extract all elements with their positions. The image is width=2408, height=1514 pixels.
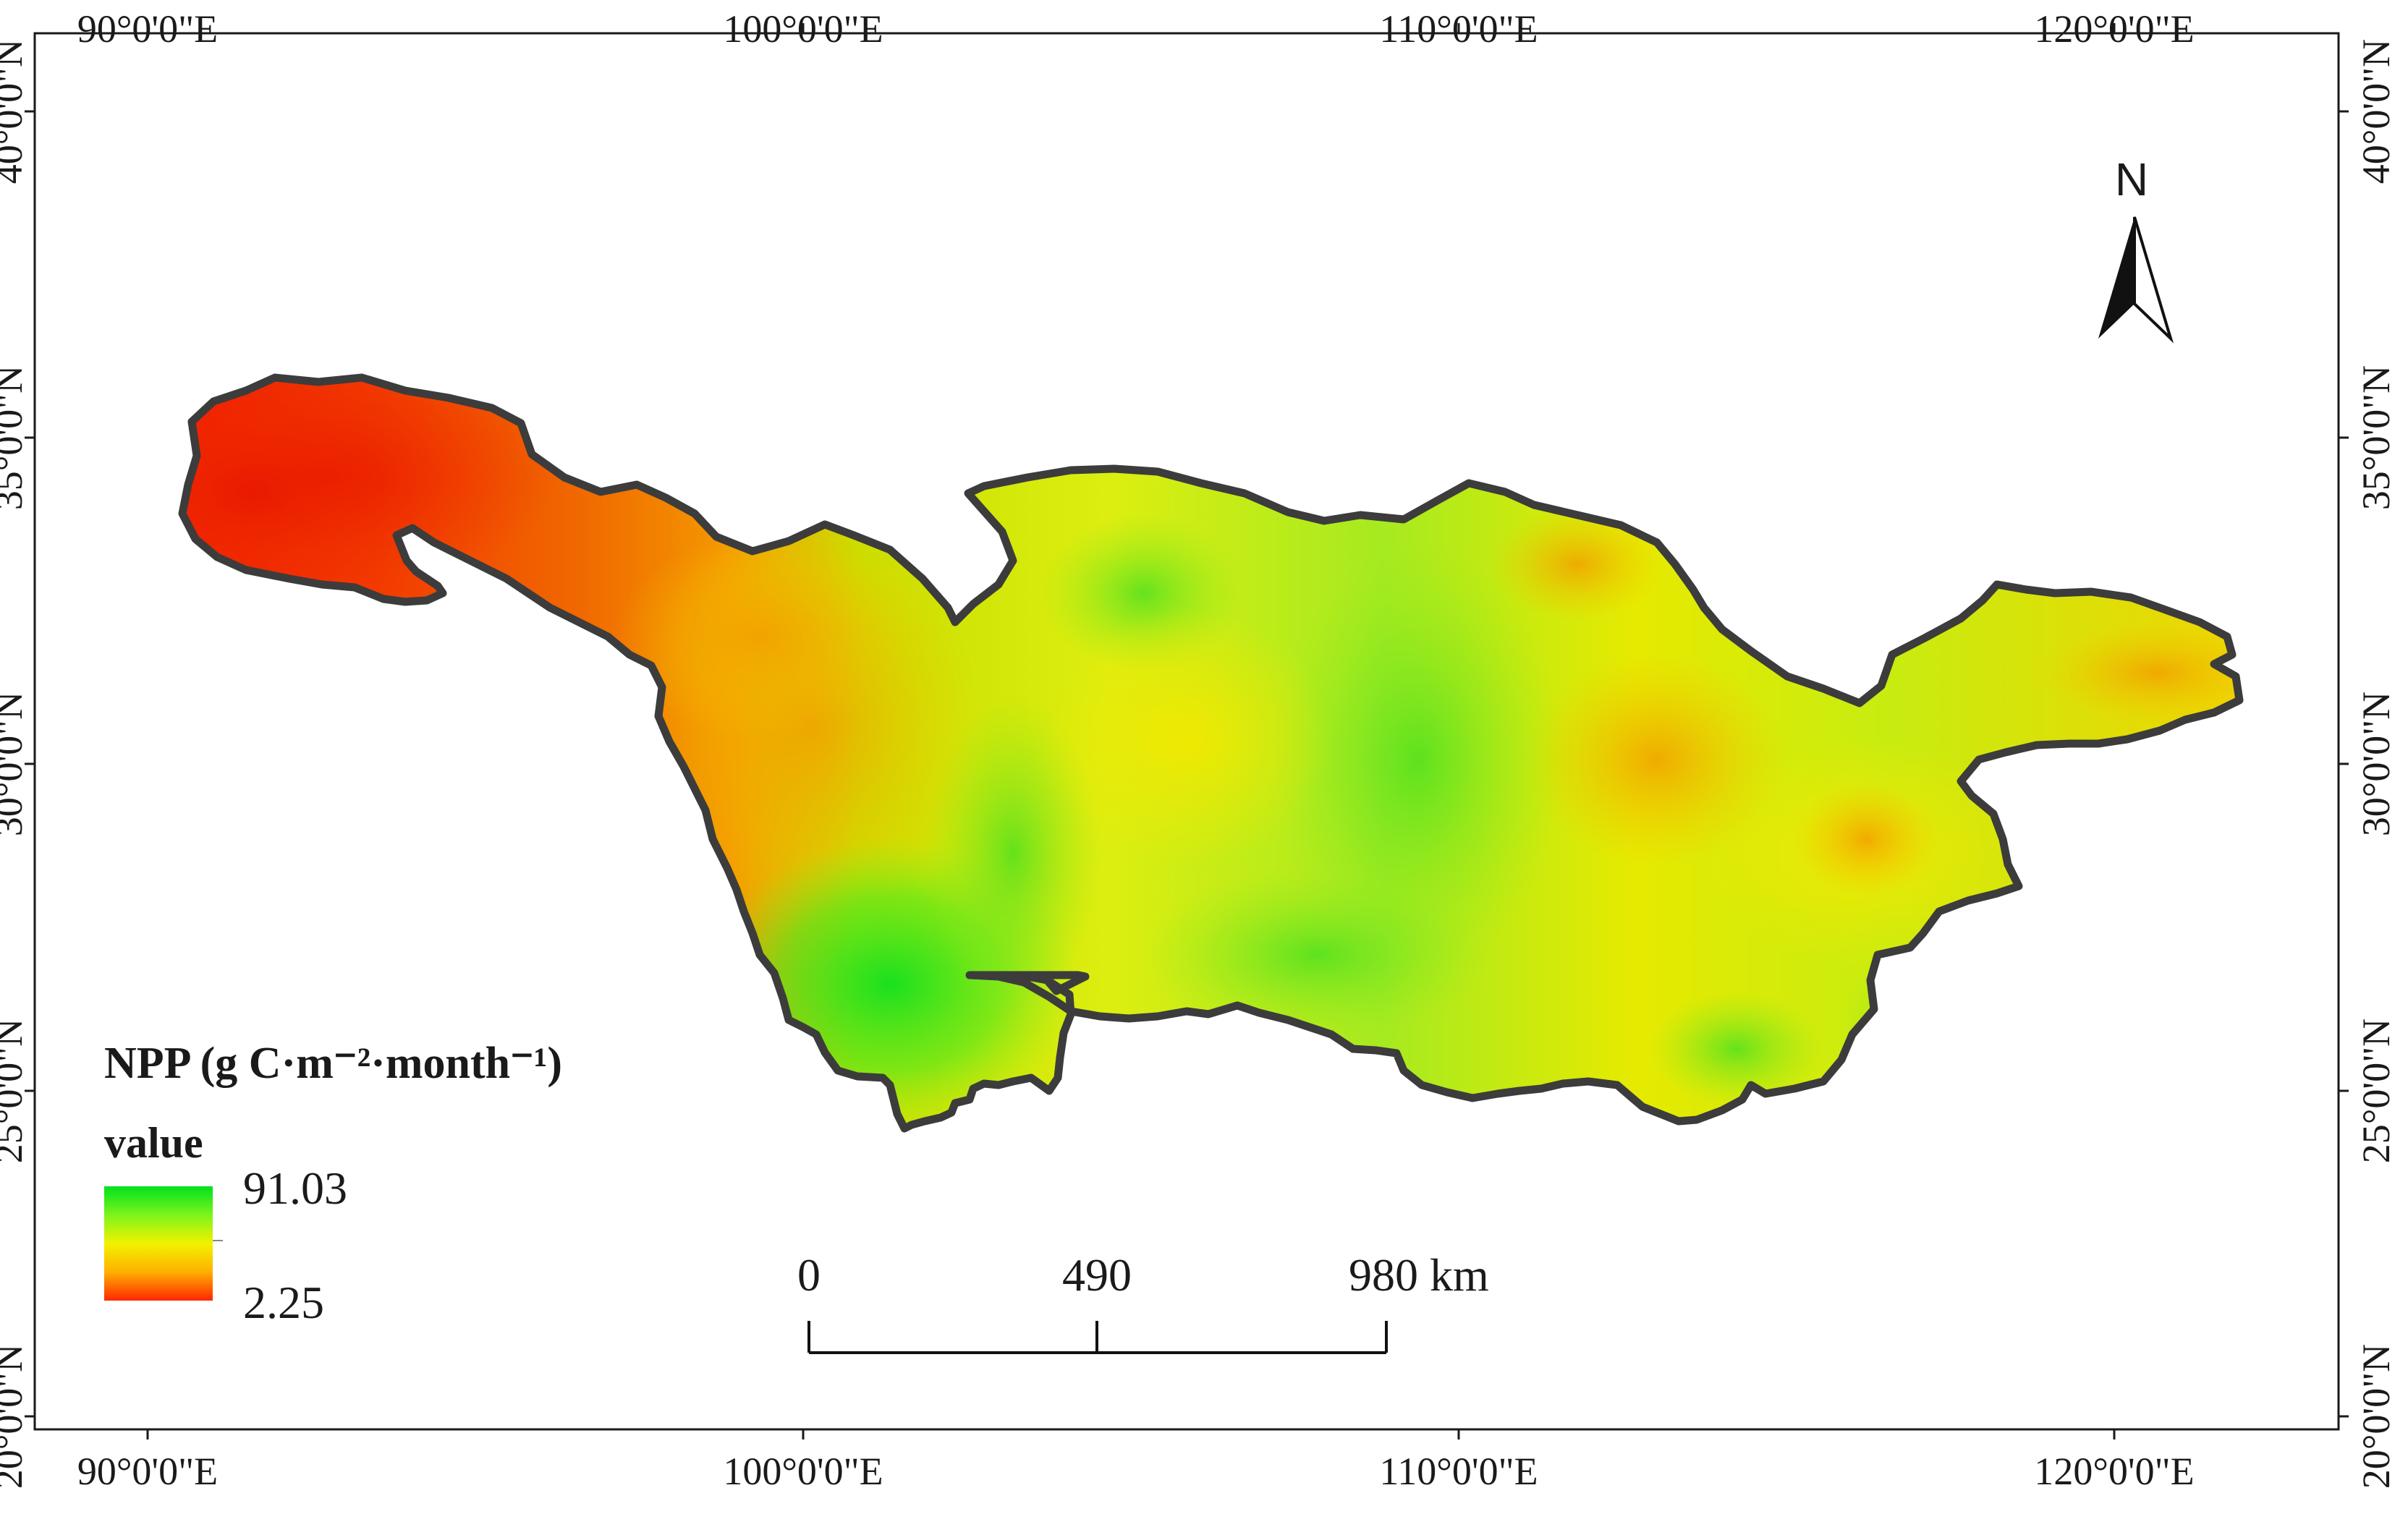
lon-label-bottom: 100°0'0"E [723,1450,883,1493]
lon-label-top: 110°0'0"E [1379,7,1538,51]
north-arrow: N [2098,153,2174,344]
lat-label-left: 30°0'0"N [0,692,30,836]
lat-label-right: 25°0'0"N [2354,1018,2398,1163]
lat-label-right: 20°0'0"N [2354,1344,2398,1489]
north-arrow-right-half [2133,216,2174,344]
scale-label-980: 980 km [1349,1249,1489,1301]
lon-label-top: 100°0'0"E [723,7,883,51]
legend-color-ramp [104,1186,213,1301]
lat-label-right: 30°0'0"N [2354,692,2398,836]
lon-label-bottom: 90°0'0"E [77,1450,218,1493]
legend-subtitle: value [104,1119,203,1167]
lat-label-left: 35°0'0"N [0,365,30,510]
scale-label-0: 0 [797,1249,821,1301]
graticule: 90°0'0"E 90°0'0"E 100°0'0"E 100°0'0"E 110°0'… [0,7,2398,1493]
lat-label-left: 40°0'0"N [0,39,30,184]
lat-label-right: 40°0'0"N [2354,39,2398,184]
lon-label-top: 120°0'0"E [2034,7,2194,51]
lat-label-left: 25°0'0"N [0,1018,30,1163]
north-arrow-label: N [2115,153,2148,205]
north-arrow-left-half [2098,217,2134,339]
lon-label-bottom: 120°0'0"E [2034,1450,2194,1493]
scale-label-490: 490 [1062,1249,1132,1301]
lon-label-bottom: 110°0'0"E [1379,1450,1538,1493]
lat-label-right: 35°0'0"N [2354,365,2398,510]
legend-title: NPP (g C·m⁻²·month⁻¹) [104,1039,562,1088]
lon-label-top: 90°0'0"E [77,7,218,51]
legend-max-label: 91.03 [243,1162,347,1214]
legend-min-label: 2.25 [243,1277,324,1328]
scale-bar: 0 490 980 km [797,1249,1489,1354]
legend: NPP (g C·m⁻²·month⁻¹) value 91.03 2.25 [104,1039,562,1328]
lat-label-left: 20°0'0"N [0,1344,30,1489]
